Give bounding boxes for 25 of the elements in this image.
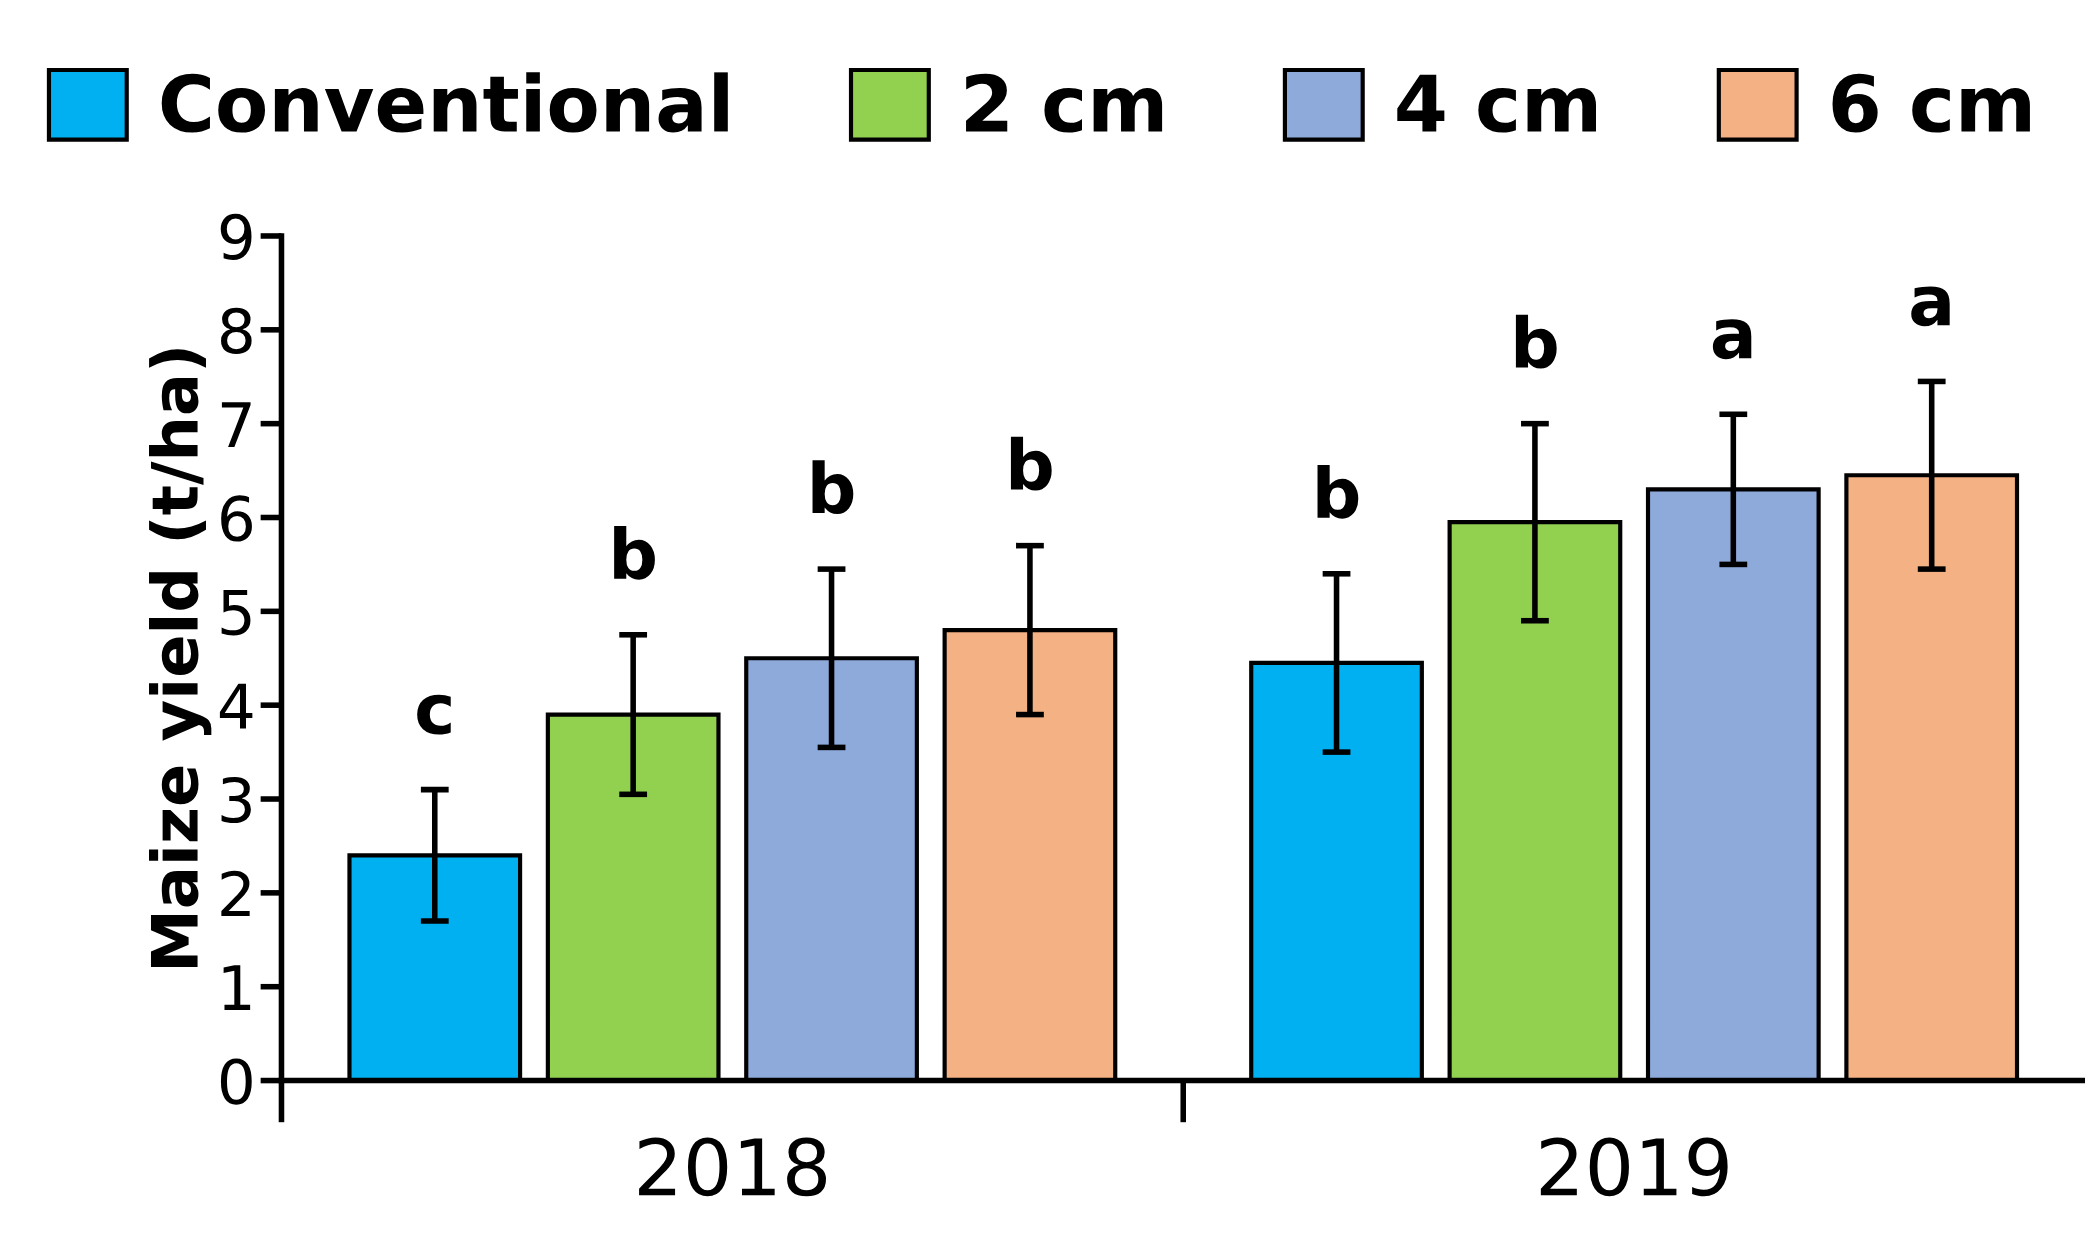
y-tick-label: 6 bbox=[221, 495, 252, 542]
annotation: c bbox=[417, 694, 451, 735]
annotation: b bbox=[812, 460, 854, 514]
annotation: b bbox=[614, 525, 655, 580]
annotation: a bbox=[1712, 319, 1752, 360]
y-tick-label: 0 bbox=[220, 1058, 252, 1105]
legend-label: Conventional bbox=[161, 72, 728, 133]
x-tick-label: 2019 bbox=[1540, 1137, 1728, 1197]
annotation: b bbox=[1010, 436, 1052, 491]
annotation: b bbox=[1317, 464, 1359, 519]
y-tick-label: 7 bbox=[221, 402, 251, 447]
y-axis-title: Maize yield (t/ha) bbox=[149, 349, 212, 967]
legend-label: 4 cm bbox=[1397, 74, 1596, 133]
legend-label: 2 cm bbox=[966, 73, 1163, 133]
x-tick-label: 2018 bbox=[639, 1137, 826, 1197]
annotation: a bbox=[1911, 286, 1950, 327]
y-tick-label: 8 bbox=[221, 307, 252, 354]
y-tick-label: 2 bbox=[221, 870, 250, 917]
legend-label: 6 cm bbox=[1832, 73, 2030, 133]
y-tick-label: 4 bbox=[219, 683, 253, 729]
y-tick-label: 9 bbox=[220, 213, 252, 261]
y-tick-label: 3 bbox=[221, 776, 251, 824]
annotation: b bbox=[1515, 314, 1557, 369]
y-tick-label: 1 bbox=[223, 965, 251, 1010]
y-tick-label: 5 bbox=[221, 590, 251, 636]
